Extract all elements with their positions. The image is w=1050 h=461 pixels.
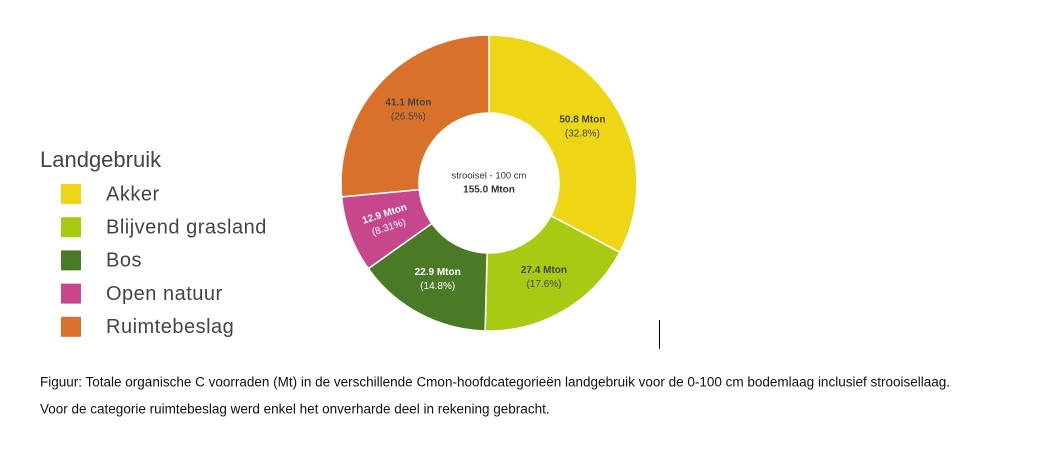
percent-label: (14.8%) [420,281,455,292]
center-label: strooisel - 100 cm [452,171,527,182]
caption-line: Figuur: Totale organische C voorraden (M… [40,375,950,390]
donut-slice [484,214,621,332]
legend-swatch [61,184,81,204]
legend-swatch [61,217,81,238]
value-label: 22.9 Mton [415,267,461,278]
value-label: 41.1 Mton [385,97,431,108]
legend-label: Ruimtebeslag [106,316,234,338]
legend-swatch [61,316,81,337]
donut-slice [340,34,490,198]
caption-line: Voor de categorie ruimtebeslag werd enke… [40,402,550,417]
legend-swatch [61,250,81,271]
legend-label: Blijvend grasland [106,216,267,238]
legend-title: Landgebruik [40,147,162,172]
value-label: 27.4 Mton [521,265,567,276]
legend-label: Bos [106,250,142,272]
legend-label: Open natuur [106,283,223,305]
donut-slice [488,34,638,254]
value-label: 50.8 Mton [559,114,605,125]
percent-label: (17.6%) [526,279,561,290]
legend-swatch [61,283,81,304]
percent-label: (32.8%) [565,128,600,139]
legend-label: Akker [106,183,160,205]
percent-label: (26.5%) [391,111,426,122]
center-total: 155.0 Mton [463,185,515,196]
